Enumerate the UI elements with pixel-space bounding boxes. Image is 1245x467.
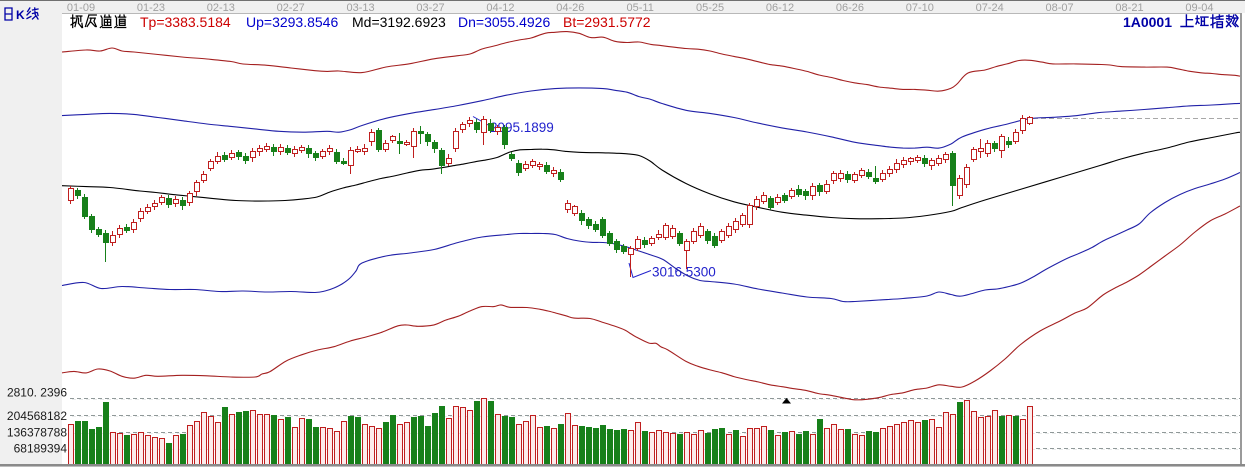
svg-text:07-10: 07-10	[906, 2, 934, 14]
svg-text:Up=3293.8546: Up=3293.8546	[246, 14, 338, 30]
svg-text:204568182: 204568182	[7, 409, 67, 423]
svg-text:03-13: 03-13	[347, 2, 375, 14]
svg-text:01-23: 01-23	[137, 2, 165, 14]
svg-text:05-25: 05-25	[696, 2, 724, 14]
svg-text:08-07: 08-07	[1046, 2, 1074, 14]
svg-text:Md=3192.6923: Md=3192.6923	[352, 14, 446, 30]
svg-text:05-11: 05-11	[627, 2, 654, 14]
svg-text:K: K	[16, 8, 25, 22]
svg-text:08-21: 08-21	[1115, 2, 1143, 14]
svg-text:03-27: 03-27	[416, 2, 444, 14]
svg-text:136378788: 136378788	[7, 426, 67, 440]
svg-text:2810. 2396: 2810. 2396	[7, 386, 67, 400]
svg-text:68189394: 68189394	[14, 442, 68, 456]
svg-text:02-27: 02-27	[277, 2, 305, 14]
svg-text:04-12: 04-12	[486, 2, 514, 14]
svg-text:09-04: 09-04	[1185, 2, 1213, 14]
svg-text:02-13: 02-13	[207, 2, 235, 14]
svg-text:06-26: 06-26	[836, 2, 864, 14]
svg-text:07-24: 07-24	[976, 2, 1004, 14]
svg-text:06-12: 06-12	[766, 2, 794, 14]
svg-text:3016.5300: 3016.5300	[652, 265, 716, 280]
svg-text:Dn=3055.4926: Dn=3055.4926	[458, 14, 550, 30]
svg-text:Tp=3383.5184: Tp=3383.5184	[140, 14, 231, 30]
svg-text:04-26: 04-26	[556, 2, 584, 14]
svg-text:Bt=2931.5772: Bt=2931.5772	[563, 14, 651, 30]
svg-text:1A0001: 1A0001	[1123, 14, 1172, 30]
svg-text:01-09: 01-09	[67, 2, 95, 14]
